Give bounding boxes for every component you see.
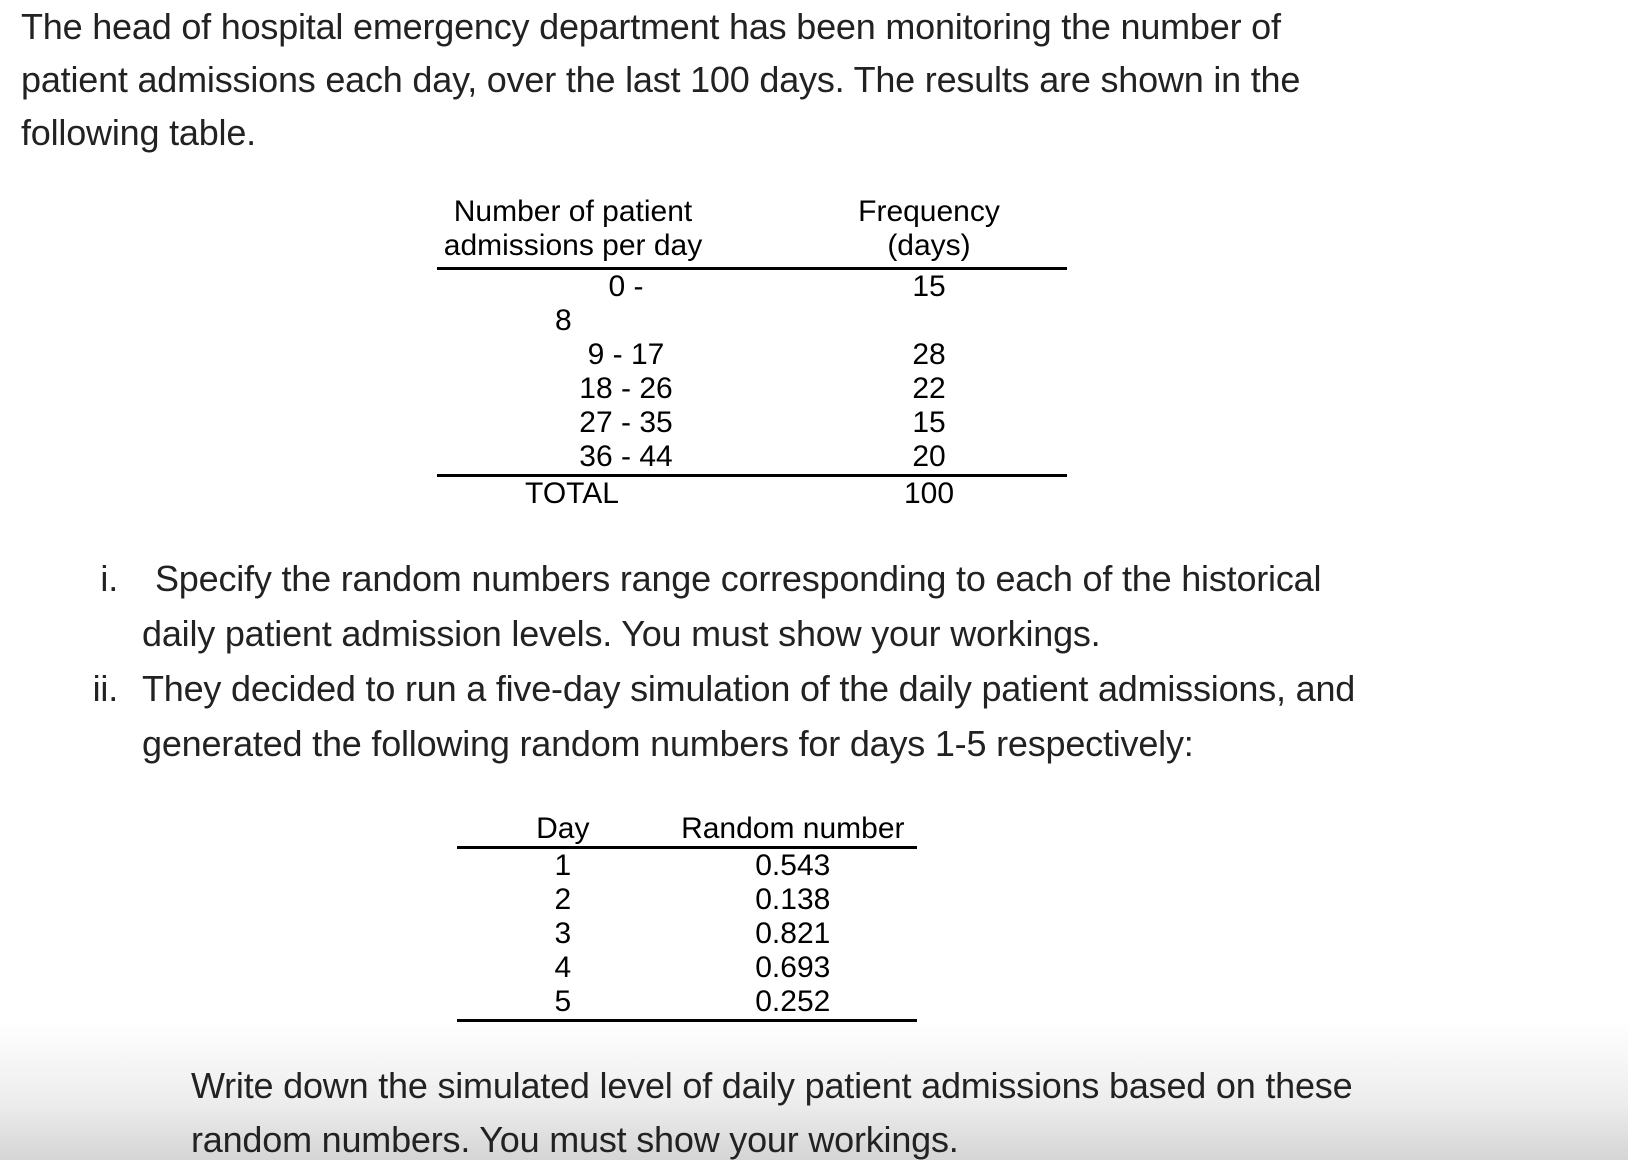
header-random-number-column: Random number <box>681 812 905 845</box>
table-row: 5 0.252 <box>457 985 917 1019</box>
header-day-column: Day <box>536 812 590 845</box>
header-admissions-column: Number of patient admissions per day <box>437 195 815 263</box>
frequency-cell: 15 <box>912 270 946 303</box>
table-row: 2 0.138 <box>457 883 917 917</box>
random-table-body: 1 0.543 2 0.138 3 0.821 4 0.693 5 0.252 <box>457 849 917 1022</box>
frequency-cell: 20 <box>912 440 946 473</box>
question-text: They decided to run a five-day simulatio… <box>142 661 1355 771</box>
day-cell: 3 <box>554 917 572 950</box>
table-total-row: TOTAL 100 <box>437 477 1067 511</box>
total-label: TOTAL <box>525 477 619 510</box>
frequency-cell <box>815 304 1067 338</box>
closing-line: random numbers. You must show your worki… <box>191 1119 959 1160</box>
admissions-range-cell: 8 <box>555 304 572 337</box>
intro-line: The head of hospital emergency departmen… <box>21 6 1281 47</box>
table-row: 1 0.543 <box>457 849 917 883</box>
total-value: 100 <box>903 477 955 510</box>
frequency-cell: 28 <box>912 338 946 371</box>
day-cell: 5 <box>554 985 572 1018</box>
random-number-cell: 0.543 <box>755 849 831 882</box>
table-row: 18 - 26 22 <box>437 372 1067 406</box>
question-line: generated the following random numbers f… <box>142 723 1194 764</box>
question-list: i. Specify the random numbers range corr… <box>0 551 1628 771</box>
admissions-frequency-table: Number of patient admissions per day Fre… <box>437 195 1067 511</box>
table-row: 8 <box>437 304 1067 338</box>
random-number-cell: 0.693 <box>755 951 831 984</box>
question-text: Specify the random numbers range corresp… <box>142 551 1321 661</box>
header-line: (days) <box>887 229 971 262</box>
admissions-range-cell: 0 - <box>608 270 644 303</box>
random-number-cell: 0.138 <box>755 883 831 916</box>
day-cell: 2 <box>554 883 572 916</box>
intro-paragraph: The head of hospital emergency departmen… <box>21 0 1300 159</box>
admissions-range-cell: 36 - 44 <box>579 440 673 473</box>
header-line: Frequency <box>858 195 1000 228</box>
closing-line: Write down the simulated level of daily … <box>191 1065 1353 1106</box>
day-cell: 1 <box>554 849 572 882</box>
closing-paragraph: Write down the simulated level of daily … <box>191 1059 1353 1167</box>
frequency-cell: 22 <box>912 372 946 405</box>
day-cell: 4 <box>554 951 572 984</box>
table-row: 4 0.693 <box>457 951 917 985</box>
list-marker: i. <box>100 558 118 599</box>
table-row: 27 - 35 15 <box>437 406 1067 440</box>
intro-line: patient admissions each day, over the la… <box>21 59 1301 100</box>
admissions-range-cell: 18 - 26 <box>579 372 673 405</box>
random-number-cell: 0.821 <box>755 917 831 950</box>
admissions-range-cell: 9 - 17 <box>587 338 665 371</box>
question-line: daily patient admission levels. You must… <box>142 613 1101 654</box>
table-row: 9 - 17 28 <box>437 338 1067 372</box>
table-row: 3 0.821 <box>457 917 917 951</box>
question-item-i: i. Specify the random numbers range corr… <box>0 551 1628 661</box>
table-row: 36 - 44 20 <box>437 440 1067 477</box>
list-marker: ii. <box>92 668 119 709</box>
question-line: They decided to run a five-day simulatio… <box>142 668 1356 709</box>
header-line: Number of patient <box>453 195 693 228</box>
random-number-cell: 0.252 <box>755 985 831 1018</box>
admissions-range-cell: 27 - 35 <box>579 406 673 439</box>
random-table-header: Day Random number <box>457 812 917 849</box>
header-line: admissions per day <box>443 229 703 262</box>
intro-line: following table. <box>21 112 256 153</box>
random-number-table: Day Random number 1 0.543 2 0.138 3 0.82… <box>457 812 917 1022</box>
frequency-cell: 15 <box>912 406 946 439</box>
header-frequency-column: Frequency (days) <box>815 195 1067 263</box>
table-row: 0 - 15 <box>437 270 1067 304</box>
admissions-table-header: Number of patient admissions per day Fre… <box>437 195 1067 270</box>
question-line: Specify the random numbers range corresp… <box>155 558 1322 599</box>
question-item-ii: ii. They decided to run a five-day simul… <box>0 661 1628 771</box>
